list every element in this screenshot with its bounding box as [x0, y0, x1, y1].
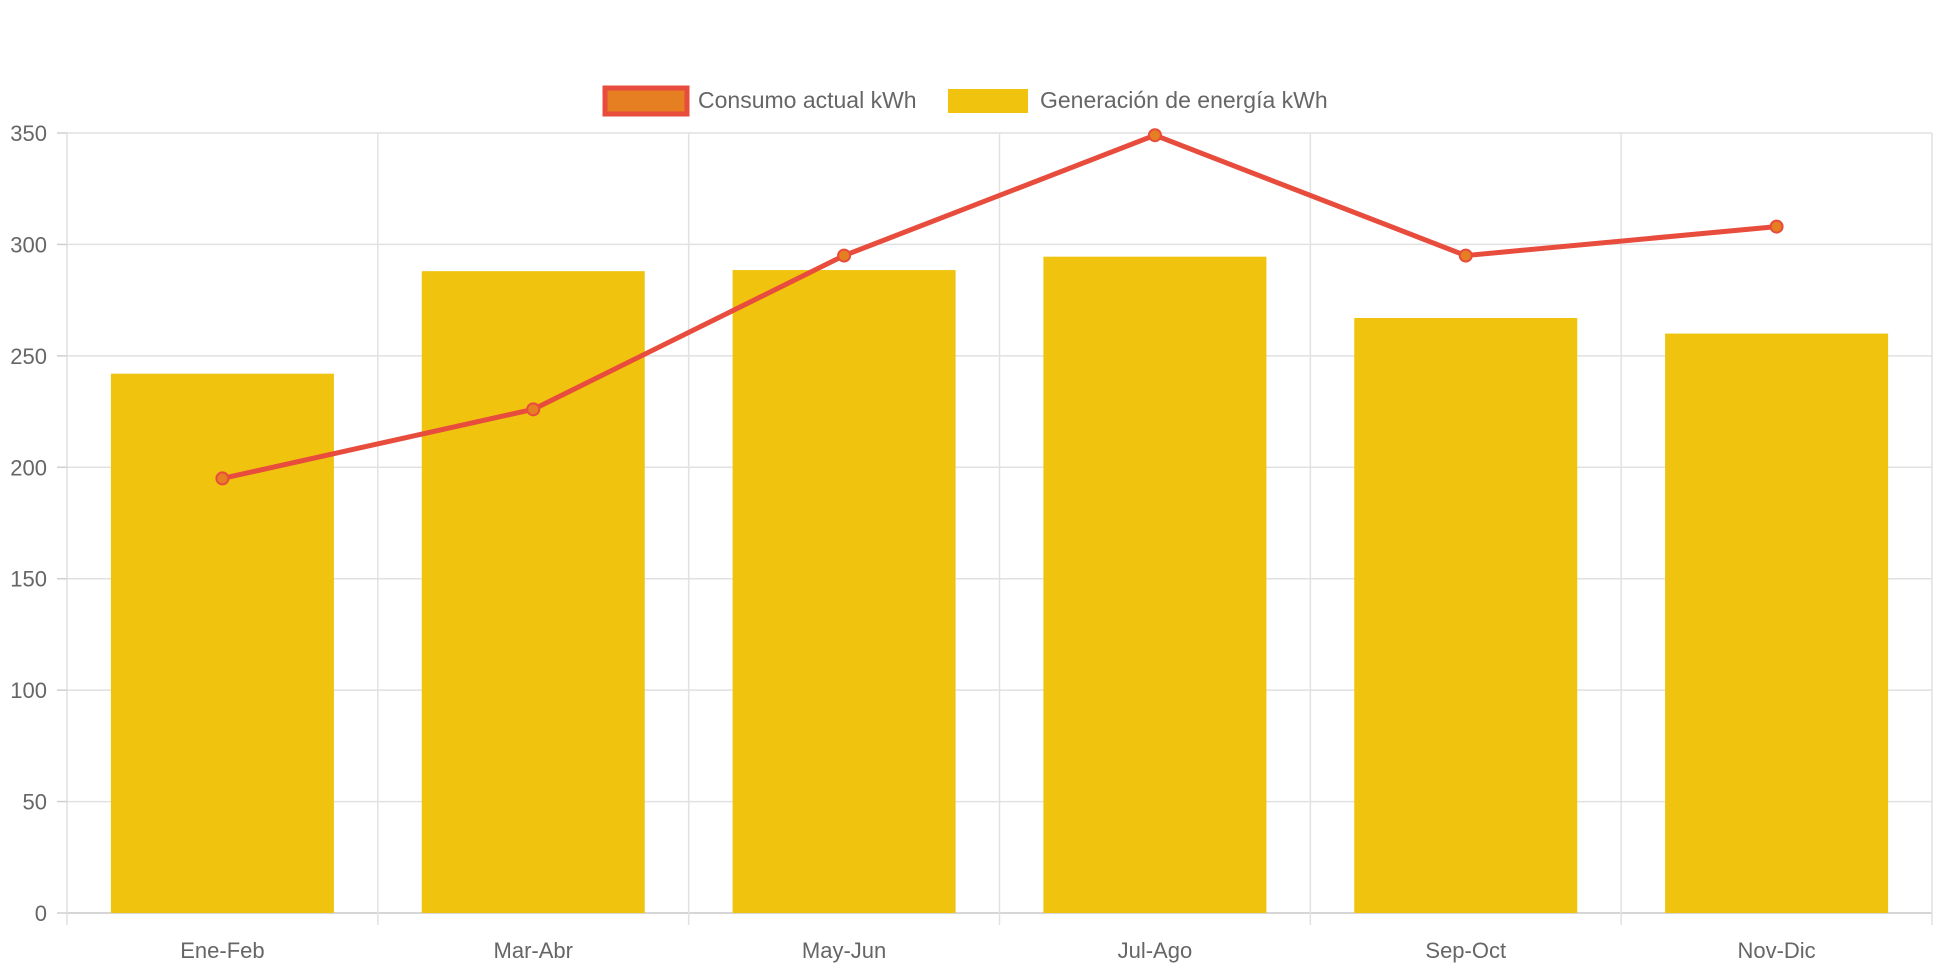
bar-may-jun[interactable] — [732, 270, 956, 913]
bar-mar-abr[interactable] — [421, 271, 645, 914]
y-tick-label: 50 — [23, 790, 47, 815]
legend-label-consumo[interactable]: Consumo actual kWh — [698, 87, 917, 113]
x-tick-label: May-Jun — [802, 938, 886, 963]
x-tick-label: Nov-Dic — [1737, 938, 1815, 963]
line-point-mar-abr[interactable] — [526, 402, 541, 417]
bar-nov-dic[interactable] — [1665, 333, 1889, 914]
y-tick-label: 300 — [10, 232, 47, 257]
bar-series — [110, 256, 1889, 914]
x-tick-label: Jul-Ago — [1118, 938, 1193, 963]
bar-jul-ago[interactable] — [1043, 256, 1267, 914]
y-tick-label: 100 — [10, 678, 47, 703]
bar-ene-feb[interactable] — [110, 373, 334, 914]
bar-sep-oct[interactable] — [1354, 317, 1578, 913]
line-point-sep-oct[interactable] — [1458, 248, 1473, 263]
x-tick-label: Mar-Abr — [494, 938, 573, 963]
y-tick-label: 150 — [10, 567, 47, 592]
line-series — [215, 128, 1784, 486]
axes: 0 50 100 150 200 250 300 350 Ene-Feb Mar-Abr May-J… — [10, 121, 1815, 963]
line-point-jul-ago[interactable] — [1147, 128, 1162, 143]
y-tick-label: 200 — [10, 455, 47, 480]
y-tick-label: 350 — [10, 121, 47, 146]
x-tick-label: Sep-Oct — [1425, 938, 1506, 963]
x-tick-label: Ene-Feb — [180, 938, 264, 963]
line-point-may-jun[interactable] — [837, 248, 852, 263]
consumo-line — [221, 132, 1777, 481]
line-point-nov-dic[interactable] — [1769, 219, 1784, 234]
line-point-ene-feb[interactable] — [215, 471, 230, 486]
legend: Consumo actual kWh Generación de energía … — [602, 85, 1328, 117]
legend-label-generacion[interactable]: Generación de energía kWh — [1040, 87, 1328, 113]
legend-swatch-generacion[interactable] — [948, 89, 1028, 113]
legend-swatch-consumo[interactable] — [602, 85, 690, 117]
grid — [66, 132, 1933, 925]
y-tick-label: 250 — [10, 344, 47, 369]
y-tick-label: 0 — [35, 901, 47, 926]
